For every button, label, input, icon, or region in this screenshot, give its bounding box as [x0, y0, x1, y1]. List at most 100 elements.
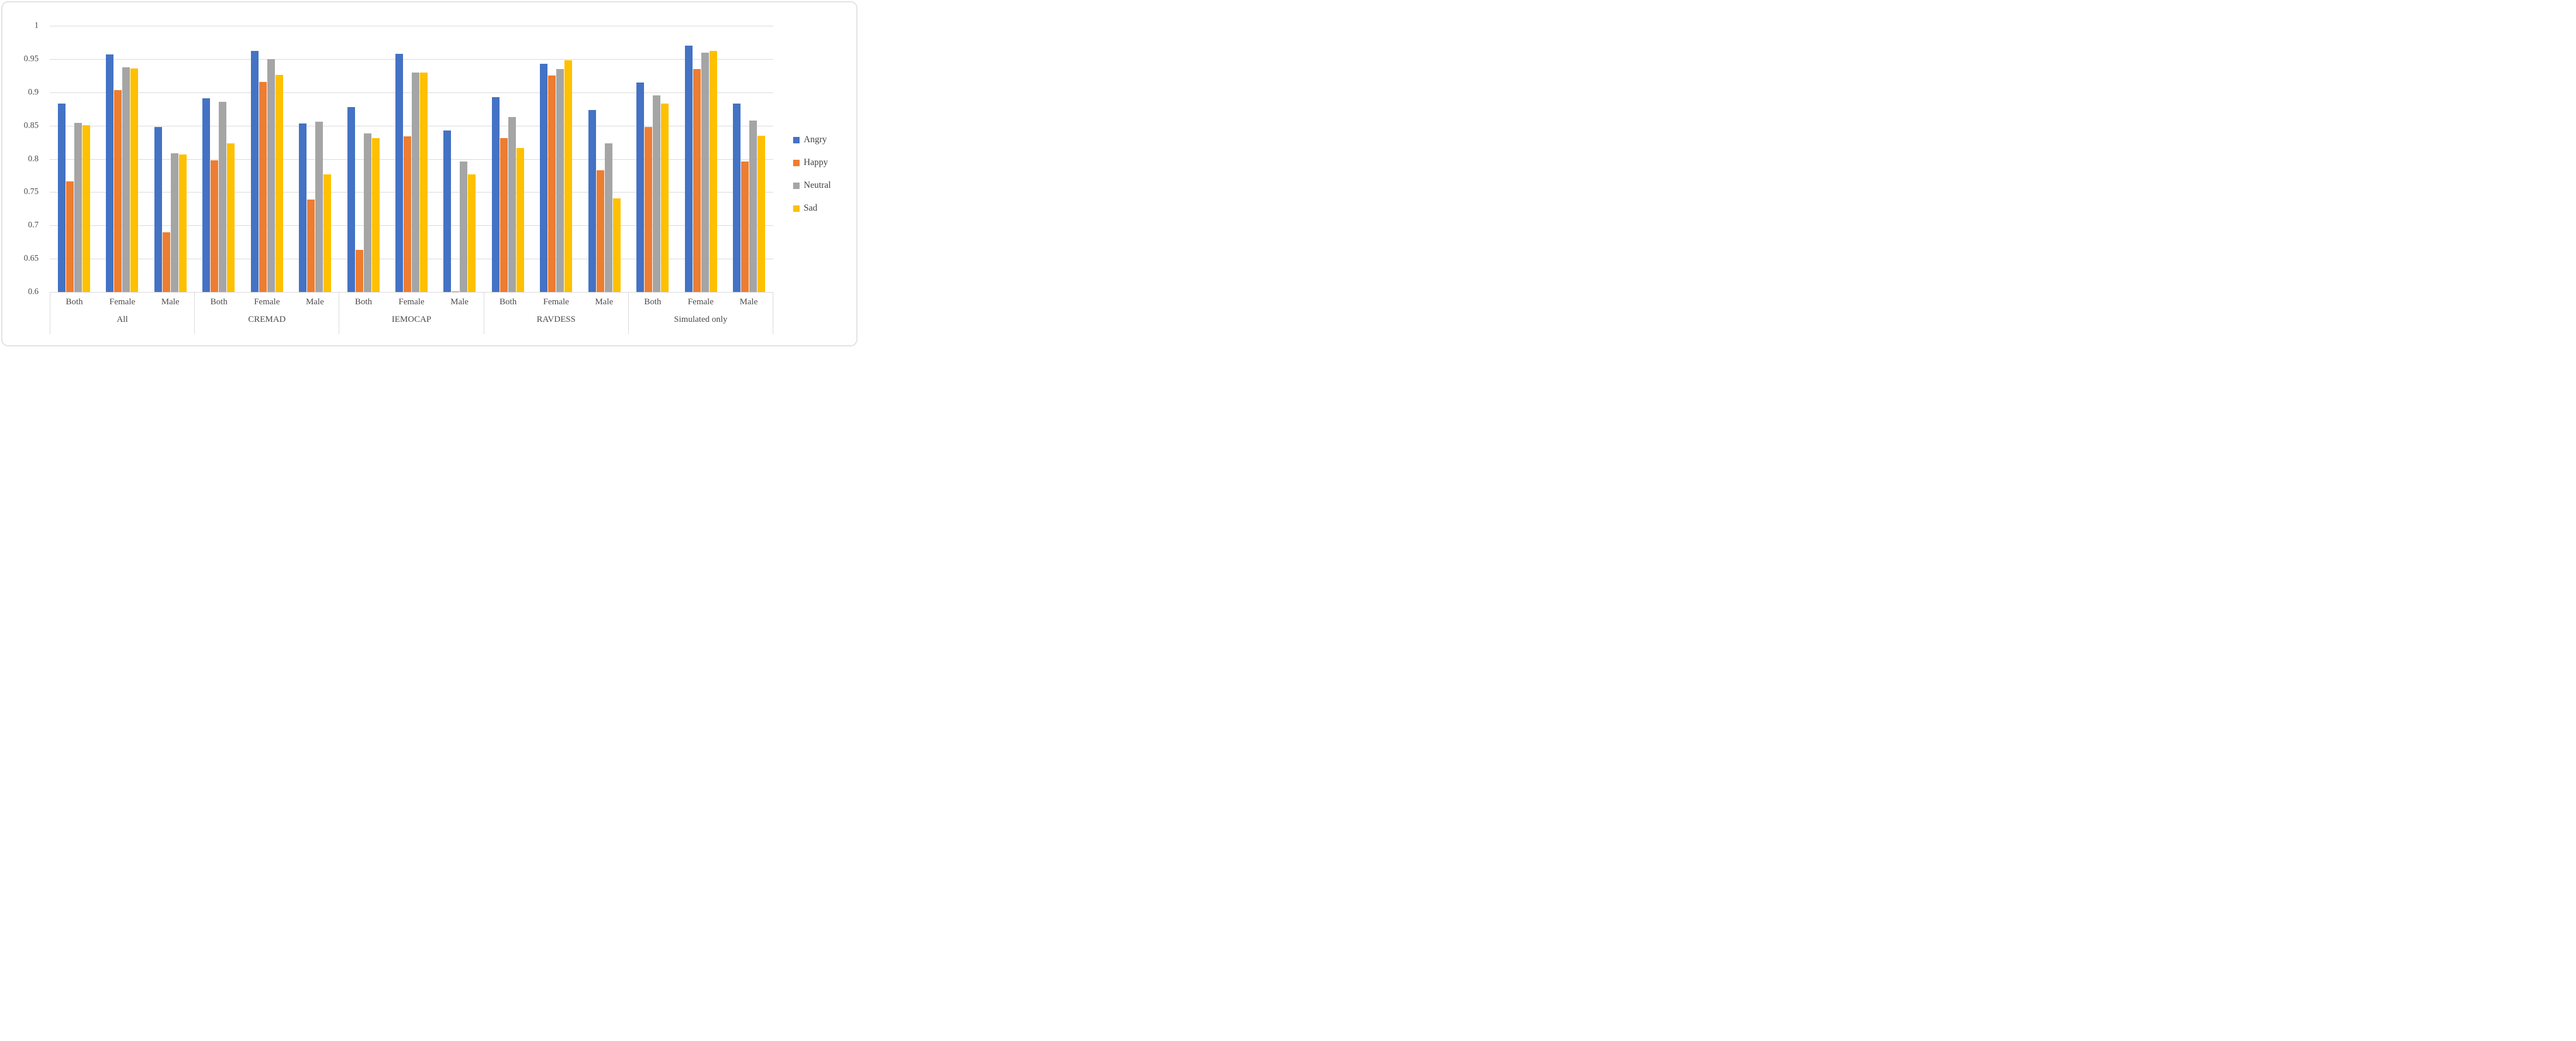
bar-cluster — [154, 26, 187, 292]
bar-cremad-female-angry — [250, 51, 259, 292]
category-slot — [98, 26, 146, 292]
x-axis-group: Both Female Male All — [50, 292, 195, 334]
bar-ravdess-female-neutral — [556, 68, 564, 292]
bar-iemocap-female-neutral — [412, 72, 420, 292]
legend: Angry Happy Neutral Sad — [793, 135, 831, 214]
category-slot — [291, 26, 339, 292]
x-group-label: CREMAD — [248, 315, 286, 325]
x-tick-label: Both — [644, 297, 662, 307]
bar-cluster — [57, 26, 90, 292]
bar-cluster — [106, 26, 139, 292]
legend-label: Sad — [804, 203, 818, 213]
bar-ravdess-female-angry — [540, 63, 548, 292]
y-tick-label: 0.95 — [23, 54, 39, 64]
legend-item-angry: Angry — [793, 135, 831, 145]
x-tick-label: Male — [595, 297, 614, 307]
legend-label: Neutral — [804, 180, 831, 190]
bar-simulated-only-female-angry — [684, 46, 693, 292]
bar-all-both-angry — [57, 104, 66, 292]
legend-item-happy: Happy — [793, 157, 831, 168]
bar-simulated-only-both-happy — [645, 126, 653, 292]
gridline — [50, 225, 773, 226]
x-tick-label: Female — [398, 297, 425, 307]
legend-item-sad: Sad — [793, 203, 831, 214]
bar-cremad-both-neutral — [219, 101, 227, 292]
bar-iemocap-female-happy — [404, 136, 412, 292]
bar-iemocap-male-neutral — [460, 162, 468, 292]
category-slot — [387, 26, 435, 292]
bar-cluster — [299, 26, 332, 292]
category-slot — [629, 26, 677, 292]
bar-all-female-angry — [106, 54, 114, 292]
x-axis-group: Both Female Male CREMAD — [195, 292, 340, 334]
category-slot — [484, 26, 532, 292]
bar-cluster — [684, 26, 717, 292]
bar-all-male-angry — [154, 126, 162, 292]
bar-ravdess-both-sad — [516, 148, 524, 292]
x-tick-label: Both — [66, 297, 83, 307]
bar-cluster — [540, 26, 573, 292]
plot-area — [50, 26, 773, 293]
x-tick-label: Both — [210, 297, 228, 307]
y-tick-label: 0.75 — [23, 187, 39, 197]
bar-all-female-sad — [130, 68, 139, 292]
x-tick-label: Both — [354, 297, 373, 307]
figure-frame: 1 0.95 0.9 0.85 0.8 0.75 0.7 0.65 0.6 Both Female… — [1, 1, 857, 346]
category-slot — [243, 26, 291, 292]
bar-groups — [50, 26, 773, 292]
x-tick-label: Male — [305, 297, 324, 307]
bar-simulated-only-male-angry — [733, 104, 741, 292]
x-axis-group: Both Female Male Simulated only — [629, 292, 774, 334]
bar-cremad-both-angry — [202, 98, 211, 292]
y-tick-label: 0.6 — [27, 287, 39, 297]
gridline — [50, 59, 773, 60]
category-slot — [436, 26, 484, 292]
bar-cremad-female-happy — [259, 81, 267, 292]
bar-all-both-happy — [66, 181, 74, 292]
legend-item-neutral: Neutral — [793, 180, 831, 191]
category-slot — [532, 26, 580, 292]
bar-cluster — [250, 26, 283, 292]
bar-all-female-neutral — [122, 67, 130, 292]
bar-iemocap-both-angry — [347, 106, 355, 292]
x-tick-label: Female — [543, 297, 569, 307]
bar-iemocap-both-happy — [355, 250, 363, 292]
bar-iemocap-female-angry — [395, 53, 404, 292]
bar-cremad-female-neutral — [267, 59, 275, 292]
x-axis-line — [50, 292, 773, 293]
bar-group-all — [50, 26, 194, 292]
x-tick-label: Both — [500, 297, 517, 307]
bar-cluster — [491, 26, 524, 292]
bar-simulated-only-male-sad — [757, 135, 766, 292]
bar-ravdess-both-angry — [491, 97, 500, 292]
bar-simulated-only-both-angry — [636, 82, 645, 292]
bar-cluster — [636, 26, 669, 292]
y-tick-label: 0.65 — [23, 253, 39, 263]
bar-ravdess-male-sad — [612, 198, 621, 292]
category-slot — [677, 26, 725, 292]
category-slot — [725, 26, 773, 292]
bar-ravdess-female-sad — [564, 60, 573, 292]
bar-cluster — [588, 26, 621, 292]
category-slot — [50, 26, 98, 292]
legend-label: Angry — [804, 135, 827, 145]
y-tick-label: 0.85 — [23, 121, 39, 130]
x-axis-subrow: Both Female Male — [50, 292, 194, 312]
y-axis-labels: 1 0.95 0.9 0.85 0.8 0.75 0.7 0.65 0.6 — [2, 21, 42, 297]
x-axis-group: Both Female Male IEMOCAP — [339, 292, 484, 334]
bar-simulated-only-both-sad — [661, 104, 669, 292]
x-axis-group: Both Female Male RAVDESS — [484, 292, 629, 334]
bar-ravdess-male-happy — [596, 170, 604, 292]
x-tick-label: Male — [739, 297, 758, 307]
category-slot — [339, 26, 387, 292]
bar-iemocap-both-neutral — [363, 133, 371, 292]
x-tick-label: Female — [109, 297, 136, 307]
bar-simulated-only-both-neutral — [653, 95, 661, 292]
bar-cremad-male-sad — [323, 174, 332, 292]
bar-cremad-male-neutral — [315, 121, 323, 292]
x-group-label: IEMOCAP — [391, 315, 432, 325]
bar-all-male-sad — [178, 154, 187, 292]
bar-simulated-only-male-neutral — [749, 120, 757, 292]
legend-swatch-angry — [793, 136, 800, 143]
x-group-label: RAVDESS — [536, 315, 576, 325]
